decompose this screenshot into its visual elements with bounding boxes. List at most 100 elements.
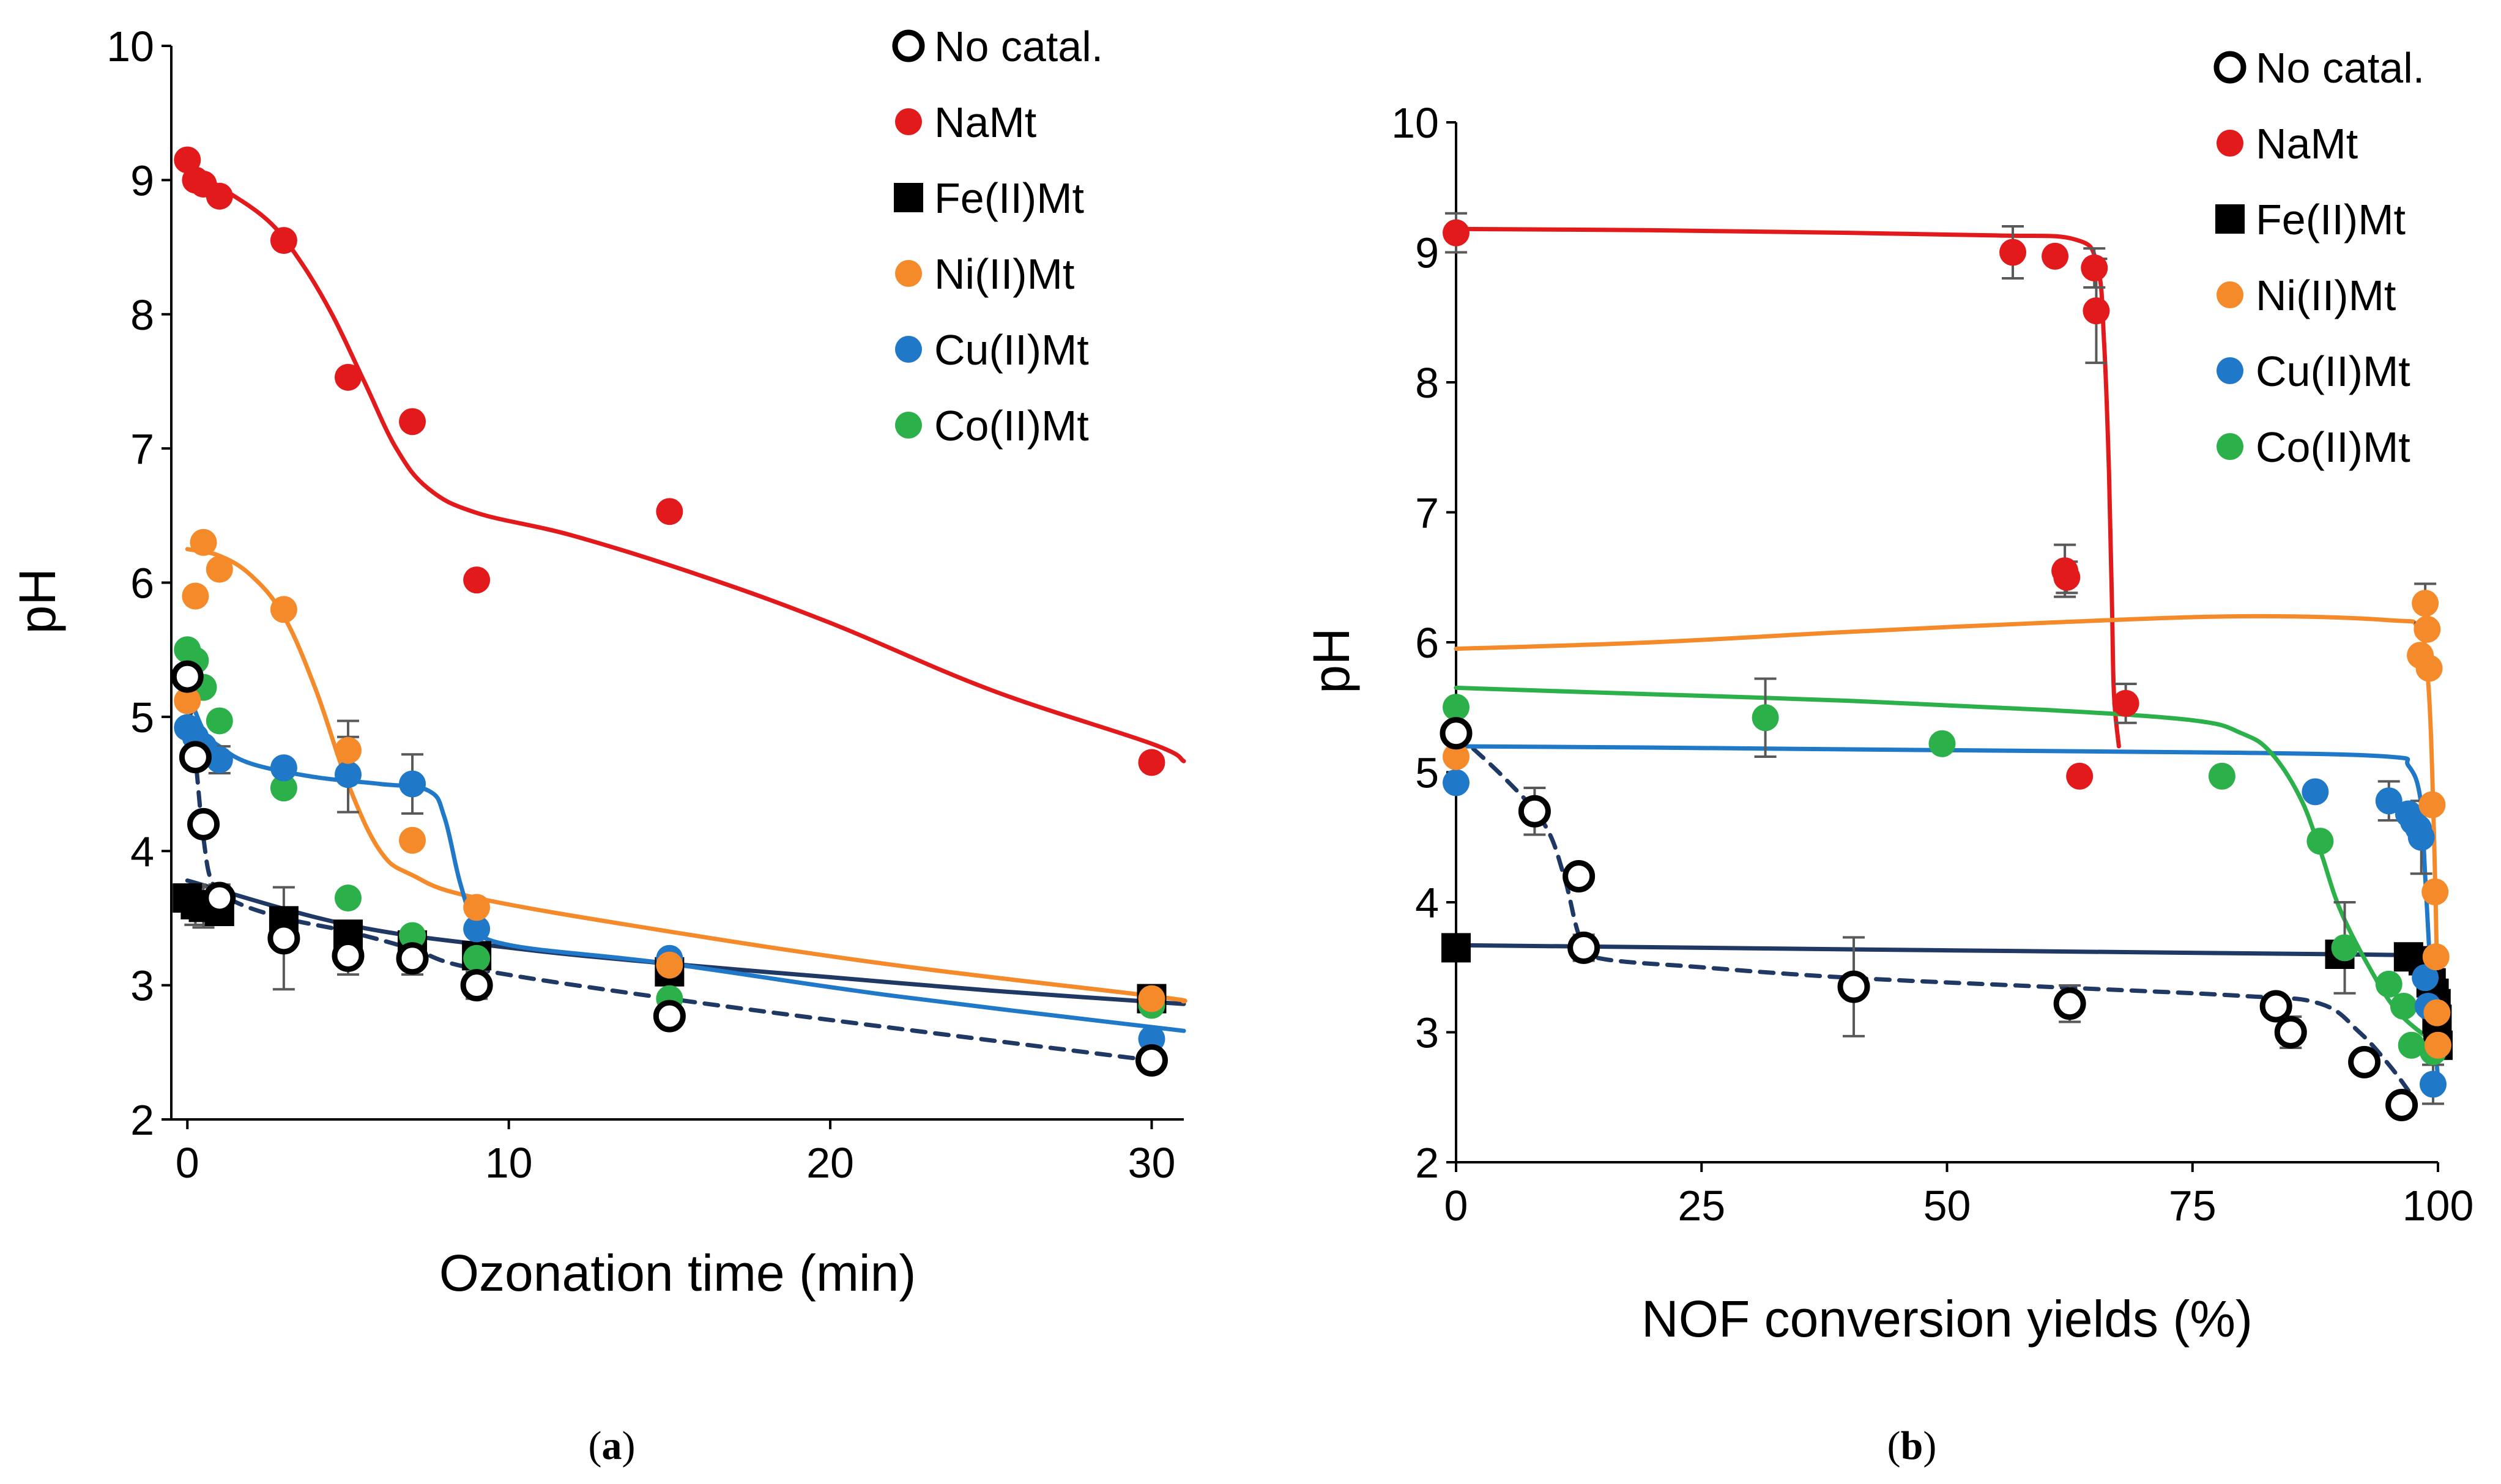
data-point-ni-ii-mt [656,951,683,979]
x-tick-label: 30 [1128,1139,1176,1187]
legend-item-cu-ii-mt: Cu(II)Mt [2217,347,2410,395]
data-point-no-catal [460,969,493,1002]
legend-label: NaMt [2256,120,2358,168]
data-point-namt [2083,297,2110,325]
data-point-no-catal [2274,1016,2307,1048]
y-tick-label: 10 [1391,99,1439,147]
x-tick-label: 50 [1923,1182,1971,1230]
data-point-ni-ii-mt [270,596,297,623]
data-point-co-ii-mt [206,707,233,735]
data-point-no-catal [2259,990,2292,1023]
legend-marker [2217,130,2243,157]
x-tick-label: 25 [1678,1182,1725,1230]
data-point-co-ii-mt [399,922,426,949]
data-point-co-ii-mt [2375,970,2403,998]
legend-marker [894,183,923,212]
y-tick-label: 3 [1415,1009,1439,1057]
legend-label: Fe(II)Mt [934,174,1084,222]
data-point-cu-ii-mt [2419,1070,2447,1098]
data-point-no-catal [179,741,212,774]
data-point-no-catal [267,922,300,955]
fit-curve-fe-ii-mt [1454,943,2440,1009]
legend-label: Cu(II)Mt [934,326,1089,374]
data-point-namt [463,566,491,594]
legend-item-fe-ii-mt: Fe(II)Mt [2215,196,2406,243]
legend-marker [2215,204,2245,234]
legend-item-no-catal: No catal. [892,23,1103,70]
legend-marker [895,336,922,363]
data-point-no-catal [2348,1045,2381,1078]
y-tick-label: 9 [1415,229,1439,277]
data-point-namt [2053,563,2081,591]
data-point-ni-ii-mt [174,687,201,714]
data-point-namt [270,227,297,254]
x-axis-title: Ozonation time (min) [439,1244,916,1302]
data-point-no-catal [332,939,365,972]
y-tick-label: 6 [130,560,154,607]
legend-label: Fe(II)Mt [2256,196,2406,243]
legend-label: Ni(II)Mt [2256,272,2396,319]
legend-item-namt: NaMt [895,98,1036,146]
data-point-ni-ii-mt [2412,590,2439,617]
data-point-ni-ii-mt [2425,1031,2451,1059]
panel-a: 2 3 4 5 6 7 8 9 10 0 10 20 30 Ozonation time (min) pH N… [9,23,1187,1468]
data-point-ni-ii-mt [463,894,491,921]
data-point-namt [1138,749,1165,776]
legend-label: Co(II)Mt [934,402,1089,450]
y-tick-label: 8 [130,291,154,339]
data-point-cu-ii-mt [2375,787,2403,815]
x-tick-label: 100 [2403,1182,2474,1230]
legend-marker [2213,51,2246,84]
data-point-co-ii-mt [2390,993,2417,1020]
data-point-namt [2112,689,2139,717]
data-point-ni-ii-mt [2415,655,2443,682]
y-tick-label: 7 [130,425,154,473]
legend: No catal. NaMt Fe(II)Mt Ni(II)Mt Cu(II)Mt Co(… [892,23,1103,450]
data-points [171,146,1168,1077]
panel-label: (b) [1887,1423,1937,1468]
fit-curve-namt [185,164,1186,763]
data-point-ni-ii-mt [206,555,233,583]
data-point-cu-ii-mt [2302,778,2329,806]
data-point-no-catal [1837,970,1870,1003]
y-axis-title: pH [9,568,66,634]
data-point-no-catal [1518,795,1551,828]
data-point-cu-ii-mt [334,761,362,788]
legend-marker [892,29,925,62]
data-point-namt [2081,254,2108,281]
legend-label: Co(II)Mt [2256,423,2410,471]
legend-marker [2217,433,2243,460]
legend-label: Cu(II)Mt [2256,347,2410,395]
data-point-co-ii-mt [463,944,491,972]
data-point-co-ii-mt [1443,694,1470,721]
data-point-co-ii-mt [270,774,297,802]
data-point-ni-ii-mt [2414,615,2441,643]
data-point-cu-ii-mt [206,746,233,774]
data-point-ni-ii-mt [1138,985,1165,1012]
legend: No catal. NaMt Fe(II)Mt Ni(II)Mt Cu(II)Mt Co(… [2213,44,2425,471]
data-point-co-ii-mt [2208,762,2235,790]
y-tick-label: 8 [1415,359,1439,407]
data-point-co-ii-mt [1928,730,1956,757]
data-point-no-catal [396,942,429,975]
legend-label: No catal. [2256,44,2425,92]
data-point-ni-ii-mt [2423,999,2451,1026]
x-tick-label: 20 [806,1139,854,1187]
y-axis-title: pH [1303,628,1360,693]
data-point-no-catal [1135,1044,1168,1077]
data-point-ni-ii-mt [2421,878,2449,905]
data-point-no-catal [1567,931,1600,964]
data-point-no-catal [2385,1089,2418,1121]
legend-item-namt: NaMt [2217,120,2358,168]
data-point-cu-ii-mt [399,770,426,798]
data-point-namt [2042,242,2069,270]
data-point-no-catal [171,660,204,693]
data-point-no-catal [1563,860,1596,892]
y-tick-label: 5 [130,694,154,741]
data-point-co-ii-mt [2398,1031,2425,1059]
data-point-ni-ii-mt [182,582,209,610]
data-point-no-catal [2053,987,2086,1020]
legend-marker [895,108,922,135]
data-point-cu-ii-mt [2412,964,2439,992]
